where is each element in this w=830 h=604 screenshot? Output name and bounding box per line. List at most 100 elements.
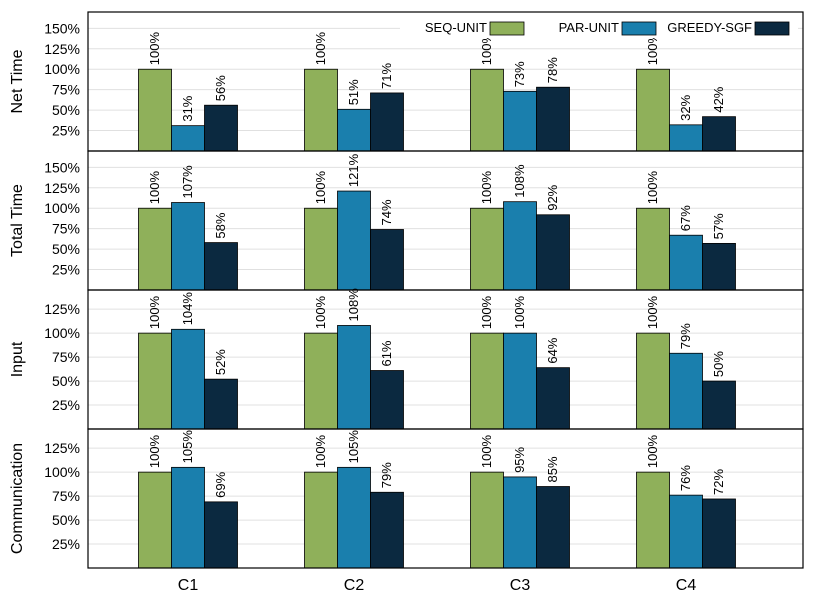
bar-seq-unit-c3 bbox=[470, 471, 504, 569]
y-tick-label: 150% bbox=[44, 20, 80, 36]
data-label: 73% bbox=[512, 61, 527, 87]
y-axis-label: Input bbox=[9, 341, 26, 377]
x-category-label: C2 bbox=[344, 577, 365, 594]
data-label: 104% bbox=[180, 292, 195, 326]
data-label: 100% bbox=[147, 295, 162, 329]
bar-greedy-sgf-c3 bbox=[536, 486, 570, 569]
bar-seq-unit-c4 bbox=[636, 332, 670, 430]
bar-greedy-sgf-c4 bbox=[702, 498, 736, 569]
data-label: 74% bbox=[379, 199, 394, 225]
x-category-label: C1 bbox=[178, 577, 199, 594]
y-tick-label: 125% bbox=[44, 41, 80, 57]
bar-greedy-sgf-c4 bbox=[702, 116, 736, 152]
panel-3: 25% 50% 75% 100% 125% 100% 100% 100% 100% 104% 108… bbox=[9, 288, 804, 430]
data-label: 56% bbox=[213, 75, 228, 101]
data-label: 121% bbox=[346, 153, 361, 187]
legend-swatch bbox=[489, 21, 525, 36]
y-tick-label: 150% bbox=[44, 159, 80, 175]
legend-swatch bbox=[754, 21, 790, 36]
data-label: 79% bbox=[379, 462, 394, 488]
y-tick-label: 25% bbox=[52, 536, 80, 552]
bar-seq-unit-c4 bbox=[636, 207, 670, 291]
data-label: 67% bbox=[678, 205, 693, 231]
bar-greedy-sgf-c3 bbox=[536, 367, 570, 430]
data-label: 100% bbox=[313, 171, 328, 205]
bar-greedy-sgf-c2 bbox=[370, 370, 404, 430]
data-label: 100% bbox=[147, 171, 162, 205]
bar-seq-unit-c4 bbox=[636, 471, 670, 569]
data-label: 85% bbox=[545, 456, 560, 482]
data-label: 100% bbox=[147, 434, 162, 468]
bar-seq-unit-c3 bbox=[470, 332, 504, 430]
x-category-label: C4 bbox=[676, 577, 697, 594]
bar-greedy-sgf-c1 bbox=[204, 242, 238, 291]
y-axis-label: Net Time bbox=[9, 49, 26, 113]
y-tick-label: 125% bbox=[44, 440, 80, 456]
legend-label: GREEDY-SGF bbox=[667, 20, 752, 35]
y-tick-label: 50% bbox=[52, 373, 80, 389]
legend-swatch bbox=[621, 21, 657, 36]
bar-par-unit-c1 bbox=[171, 328, 205, 430]
y-tick-label: 75% bbox=[52, 349, 80, 365]
bar-greedy-sgf-c2 bbox=[370, 229, 404, 291]
bar-par-unit-c1 bbox=[171, 125, 205, 152]
bar-par-unit-c3 bbox=[503, 476, 537, 569]
data-label: 100% bbox=[512, 295, 527, 329]
data-label: 61% bbox=[379, 340, 394, 366]
y-tick-label: 50% bbox=[52, 241, 80, 257]
bar-greedy-sgf-c1 bbox=[204, 501, 238, 569]
data-label: 32% bbox=[678, 94, 693, 120]
bar-par-unit-c1 bbox=[171, 466, 205, 569]
bar-greedy-sgf-c2 bbox=[370, 92, 404, 152]
bar-par-unit-c2 bbox=[337, 325, 371, 430]
y-axis-label: Communication bbox=[9, 443, 26, 554]
data-label: 100% bbox=[479, 32, 494, 66]
data-label: 95% bbox=[512, 446, 527, 472]
data-label: 105% bbox=[346, 430, 361, 464]
y-tick-label: 50% bbox=[52, 102, 80, 118]
bar-par-unit-c2 bbox=[337, 108, 371, 152]
bar-par-unit-c3 bbox=[503, 332, 537, 430]
y-tick-label: 125% bbox=[44, 301, 80, 317]
y-tick-label: 100% bbox=[44, 325, 80, 341]
data-label: 76% bbox=[678, 465, 693, 491]
data-label: 57% bbox=[711, 213, 726, 239]
bar-greedy-sgf-c1 bbox=[204, 104, 238, 152]
bar-seq-unit-c1 bbox=[138, 332, 172, 430]
bar-seq-unit-c1 bbox=[138, 207, 172, 291]
data-label: 100% bbox=[645, 171, 660, 205]
data-label: 108% bbox=[346, 288, 361, 322]
data-label: 79% bbox=[678, 323, 693, 349]
bar-seq-unit-c2 bbox=[304, 207, 338, 291]
data-label: 78% bbox=[545, 57, 560, 83]
y-axis-label: Total Time bbox=[9, 184, 26, 257]
bar-greedy-sgf-c4 bbox=[702, 380, 736, 430]
data-label: 100% bbox=[645, 434, 660, 468]
bar-greedy-sgf-c3 bbox=[536, 214, 570, 291]
bar-seq-unit-c3 bbox=[470, 207, 504, 291]
data-label: 105% bbox=[180, 430, 195, 464]
data-label: 100% bbox=[313, 295, 328, 329]
data-label: 100% bbox=[479, 171, 494, 205]
y-tick-label: 125% bbox=[44, 180, 80, 196]
bar-par-unit-c4 bbox=[669, 234, 703, 291]
y-tick-label: 100% bbox=[44, 61, 80, 77]
y-tick-label: 100% bbox=[44, 464, 80, 480]
bar-par-unit-c2 bbox=[337, 466, 371, 569]
x-category-label: C3 bbox=[510, 577, 531, 594]
panel-frame bbox=[87, 428, 804, 569]
data-label: 69% bbox=[213, 471, 228, 497]
bar-par-unit-c2 bbox=[337, 190, 371, 291]
data-label: 42% bbox=[711, 86, 726, 112]
bar-seq-unit-c2 bbox=[304, 68, 338, 152]
legend: SEQ-UNIT PAR-UNIT GREEDY-SGF bbox=[400, 16, 798, 38]
bar-seq-unit-c2 bbox=[304, 471, 338, 569]
bar-seq-unit-c2 bbox=[304, 332, 338, 430]
data-label: 52% bbox=[213, 349, 228, 375]
data-label: 100% bbox=[479, 295, 494, 329]
y-tick-label: 100% bbox=[44, 200, 80, 216]
data-label: 92% bbox=[545, 184, 560, 210]
y-tick-label: 25% bbox=[52, 123, 80, 139]
y-tick-label: 75% bbox=[52, 488, 80, 504]
bar-par-unit-c3 bbox=[503, 201, 537, 291]
